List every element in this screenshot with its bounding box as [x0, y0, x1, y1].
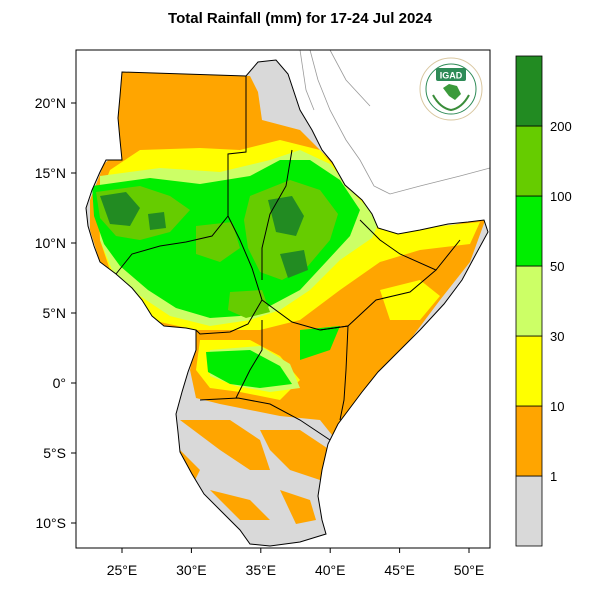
colorbar-swatch	[515, 125, 543, 197]
lat-tick-label: 20°N	[35, 95, 66, 111]
colorbar-swatch	[515, 55, 543, 127]
logo-text: IGAD	[440, 71, 463, 81]
lat-tick-label: 0°	[53, 375, 66, 391]
lat-tick-label: 5°S	[43, 445, 66, 461]
colorbar-label: 30	[550, 329, 564, 344]
colorbar-swatch	[515, 405, 543, 477]
lat-tick-label: 10°N	[35, 235, 66, 251]
lon-tick-label: 45°E	[384, 562, 415, 578]
igad-logo: IGAD	[419, 57, 483, 121]
lat-tick-label: 10°S	[35, 515, 66, 531]
map-axes: 25°E 30°E 35°E 40°E 45°E 50°E 20°N 15°N 10°N 5°N 0…	[35, 95, 485, 578]
colorbar-label: 100	[550, 189, 572, 204]
colorbar-swatch	[515, 475, 543, 547]
surrounding-coastlines	[299, 50, 490, 195]
colorbar-label: 10	[550, 399, 564, 414]
lon-tick-label: 25°E	[107, 562, 138, 578]
lon-tick-label: 35°E	[246, 562, 277, 578]
lon-tick-label: 40°E	[315, 562, 346, 578]
colorbar-swatch	[515, 335, 543, 407]
colorbar-label: 50	[550, 259, 564, 274]
lat-tick-label: 15°N	[35, 165, 66, 181]
colorbar-swatch	[515, 195, 543, 267]
colorbar-label: 200	[550, 119, 572, 134]
map-frame	[75, 49, 491, 549]
lon-tick-label: 50°E	[454, 562, 485, 578]
colorbar-label: 1	[550, 469, 557, 484]
rainfall-shading	[90, 72, 486, 524]
rain-band-above-200	[100, 192, 308, 278]
lon-tick-label: 30°E	[176, 562, 207, 578]
map-title: Total Rainfall (mm) for 17-24 Jul 2024	[168, 10, 432, 27]
colorbar-swatch	[515, 265, 543, 337]
lat-tick-label: 5°N	[43, 305, 67, 321]
country-borders	[115, 76, 461, 441]
colorbar: 1 10 30 50 100 200	[515, 55, 572, 547]
